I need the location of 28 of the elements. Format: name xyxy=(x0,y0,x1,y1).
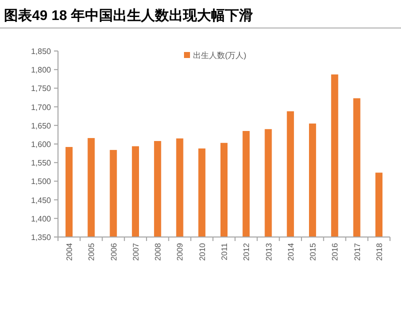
y-tick-label: 1,500 xyxy=(30,177,52,186)
x-tick-label: 2015 xyxy=(308,242,318,261)
y-tick-label: 1,600 xyxy=(30,140,52,149)
x-tick-label: 2005 xyxy=(87,242,96,261)
x-tick-label: 2017 xyxy=(352,242,362,261)
x-tick-label: 2008 xyxy=(154,242,163,261)
y-tick-label: 1,800 xyxy=(30,66,52,75)
x-tick-label: 2006 xyxy=(109,242,118,261)
y-tick-label: 1,850 xyxy=(30,47,52,56)
y-tick-label: 1,550 xyxy=(30,158,52,168)
x-tick-label: 2012 xyxy=(242,242,252,261)
x-tick-label: 2007 xyxy=(131,242,140,261)
y-tick-label: 1,750 xyxy=(30,84,52,94)
y-tick-label: 1,650 xyxy=(30,121,52,130)
legend-label: 出生人数(万人) xyxy=(193,51,247,60)
x-tick-label: 2014 xyxy=(286,242,296,261)
x-tick-label: 2018 xyxy=(374,242,384,261)
y-tick-label: 1,700 xyxy=(30,102,52,112)
x-tick-label: 2011 xyxy=(220,242,229,260)
x-tick-label: 2016 xyxy=(330,242,340,261)
y-tick-label: 1,400 xyxy=(30,214,52,224)
chart-title: 图表49 18 年中国出生人数出现大幅下滑 xyxy=(4,7,253,23)
x-tick-label: 2004 xyxy=(65,242,74,261)
x-tick-label: 2013 xyxy=(264,242,274,261)
x-tick-label: 2009 xyxy=(176,242,185,261)
y-tick-label: 1,350 xyxy=(30,233,52,242)
x-tick-label: 2010 xyxy=(198,242,207,261)
y-tick-label: 1,450 xyxy=(30,196,52,205)
